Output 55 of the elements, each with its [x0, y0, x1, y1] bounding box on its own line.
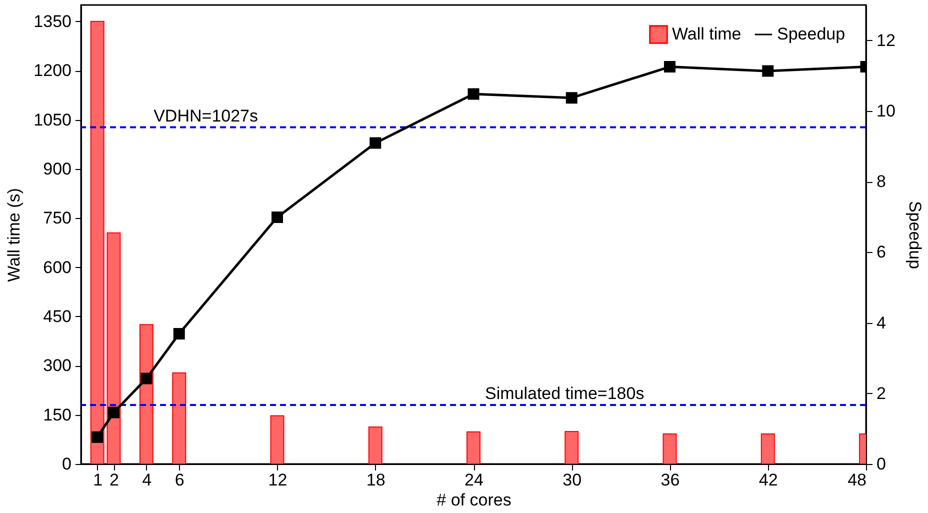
x-tick-label: 12 — [268, 470, 288, 490]
legend-label: Speedup — [777, 24, 846, 44]
x-tick-label: 6 — [174, 470, 184, 490]
ref-line-label: VDHN=1027s — [154, 106, 258, 126]
y-tick-label: 0 — [62, 454, 72, 474]
y2-tick-label: 0 — [876, 454, 886, 474]
y2-axis-title: Speedup — [905, 200, 924, 270]
x-tick-label: 4 — [142, 470, 152, 490]
bar — [270, 415, 284, 464]
y2-tick-label: 4 — [876, 313, 886, 332]
point — [272, 211, 283, 223]
y-tick-label: 600 — [43, 258, 72, 277]
y2-tick-label: 2 — [876, 384, 886, 403]
legend-label: Wall time — [672, 24, 742, 44]
bar — [172, 372, 186, 464]
bar — [90, 20, 104, 464]
y2-tick-label: 10 — [876, 101, 896, 120]
point — [664, 61, 676, 73]
x-tick-label: 24 — [464, 470, 484, 490]
y-tick-label: 150 — [43, 405, 72, 424]
x-tick-label: 42 — [758, 470, 778, 490]
ref-line-label: Simulated time=180s — [484, 384, 644, 403]
x-tick-label: 30 — [562, 470, 582, 490]
x-tick-label: 48 — [848, 470, 866, 490]
point — [140, 372, 152, 384]
y-tick-label: 900 — [43, 159, 72, 178]
y-axis-title: Wall time (s) — [4, 188, 24, 282]
y-tick-label: 300 — [43, 356, 72, 376]
y2-tick-label: 8 — [876, 172, 886, 192]
point — [762, 65, 774, 77]
point — [108, 406, 120, 418]
bar — [564, 431, 579, 464]
x-tick-label: 36 — [660, 470, 680, 490]
y-tick-label: 450 — [43, 306, 72, 326]
y-tick-label: 1350 — [34, 12, 72, 31]
point — [92, 431, 104, 443]
bar — [466, 431, 480, 464]
point — [468, 88, 480, 100]
bar — [760, 433, 775, 464]
point — [370, 137, 382, 149]
y-tick-label: 750 — [43, 208, 72, 228]
bar — [662, 433, 677, 464]
bar — [368, 426, 382, 464]
y2-tick-label: 6 — [876, 242, 886, 262]
x-tick-label: 1 — [93, 470, 103, 490]
y-tick-label: 1050 — [34, 110, 72, 130]
point — [173, 328, 185, 340]
y2-tick-label: 12 — [876, 30, 896, 50]
x-tick-label: 18 — [366, 470, 386, 490]
x-tick-label: 2 — [109, 470, 119, 490]
point — [566, 92, 578, 104]
bar — [139, 324, 154, 464]
bar — [106, 232, 121, 464]
x-axis-title: # of cores — [436, 490, 512, 510]
y-tick-label: 1200 — [34, 61, 72, 80]
